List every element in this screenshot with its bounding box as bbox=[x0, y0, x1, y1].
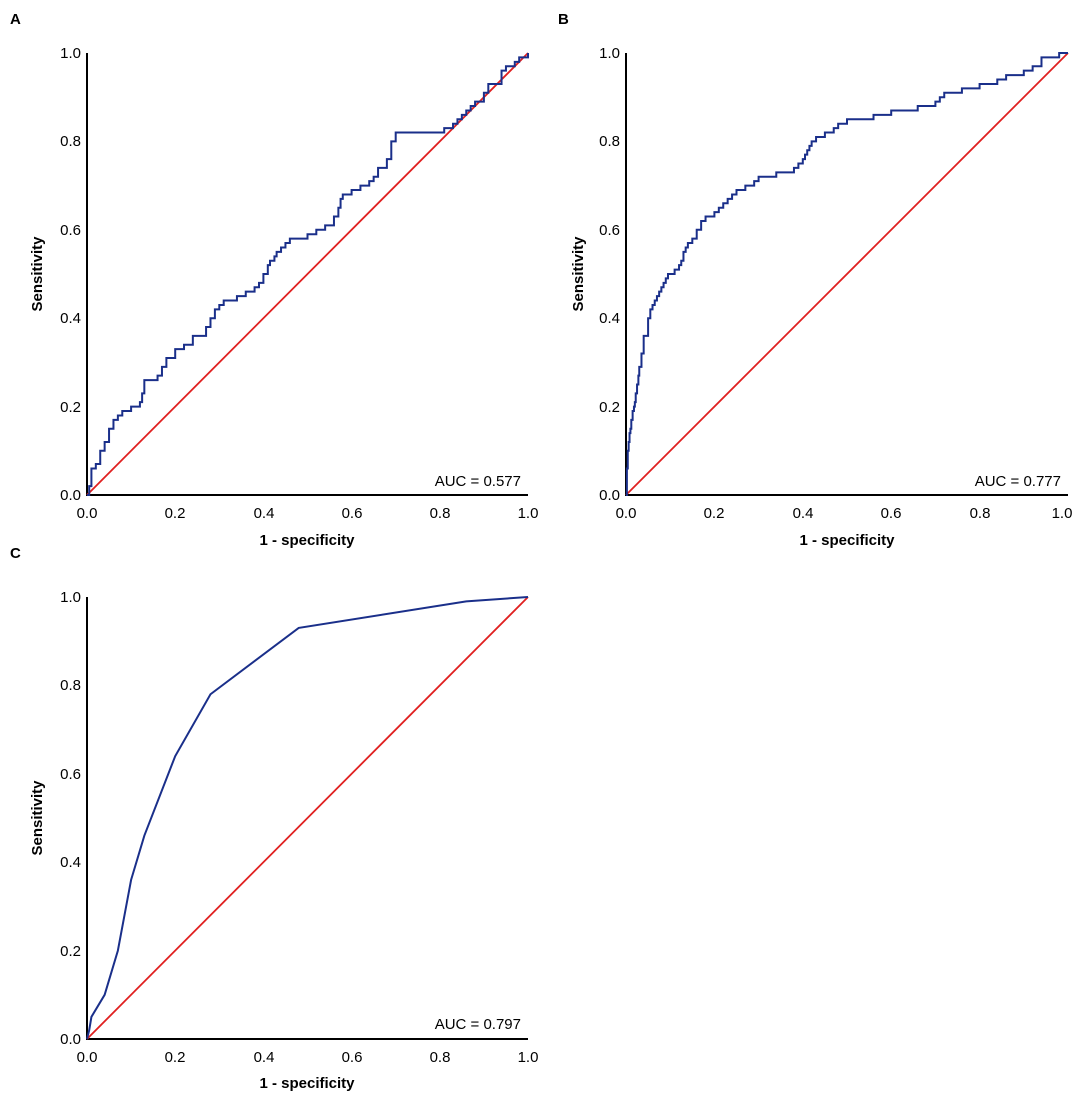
panel-b-xtick-1: 0.2 bbox=[704, 505, 725, 522]
panel-b-ytick-3: 0.6 bbox=[599, 222, 620, 239]
panel-c-ytick-4: 0.8 bbox=[60, 677, 81, 694]
panel-b-xtick-5: 1.0 bbox=[1052, 505, 1073, 522]
panel-a-auc-annotation: AUC = 0.577 bbox=[435, 473, 521, 490]
panel-a-ytick-3: 0.6 bbox=[60, 222, 81, 239]
panel-c-y-ticks: 0.0 0.2 0.4 0.6 0.8 1.0 bbox=[60, 589, 81, 1048]
panel-a-roc-curve bbox=[87, 53, 529, 496]
panel-c-x-axis-label: 1 - specificity bbox=[259, 1075, 355, 1092]
panel-b-axes bbox=[625, 53, 1068, 496]
panel-b-x-axis-label: 1 - specificity bbox=[799, 532, 895, 549]
panel-b-auc-annotation: AUC = 0.777 bbox=[975, 473, 1061, 490]
panel-letter-b: B bbox=[558, 11, 569, 28]
panel-a-ytick-1: 0.2 bbox=[60, 399, 81, 416]
panel-b-ytick-0: 0.0 bbox=[599, 487, 620, 504]
panel-c-xtick-3: 0.6 bbox=[342, 1049, 363, 1066]
panel-c-x-ticks: 0.0 0.2 0.4 0.6 0.8 1.0 bbox=[77, 1049, 539, 1066]
panel-c-ytick-3: 0.6 bbox=[60, 766, 81, 783]
panel-c-xtick-0: 0.0 bbox=[77, 1049, 98, 1066]
panel-c-reference-line bbox=[86, 596, 529, 1040]
panel-a-ytick-4: 0.8 bbox=[60, 133, 81, 150]
panel-b-xtick-3: 0.6 bbox=[881, 505, 902, 522]
panel-c-xtick-2: 0.4 bbox=[254, 1049, 275, 1066]
panel-a-xtick-3: 0.6 bbox=[342, 505, 363, 522]
panel-b-ytick-2: 0.4 bbox=[599, 310, 620, 327]
panel-b-ytick-4: 0.8 bbox=[599, 133, 620, 150]
panel-a-y-axis-label: Sensitivity bbox=[29, 236, 46, 312]
panel-a-xtick-4: 0.8 bbox=[430, 505, 451, 522]
panel-a-reference-line bbox=[86, 52, 529, 496]
panel-c-xtick-1: 0.2 bbox=[165, 1049, 186, 1066]
panel-a-xtick-1: 0.2 bbox=[165, 505, 186, 522]
panel-c-axes bbox=[86, 597, 528, 1040]
panel-a-ytick-5: 1.0 bbox=[60, 45, 81, 62]
panel-b-y-ticks: 0.0 0.2 0.4 0.6 0.8 1.0 bbox=[599, 45, 620, 504]
panel-b: B 0.0 0.2 0.4 0.6 0.8 1.0 0.0 0.2 0.4 0.… bbox=[558, 11, 1072, 549]
panel-c-auc-annotation: AUC = 0.797 bbox=[435, 1016, 521, 1033]
panel-b-roc-curve bbox=[625, 52, 1068, 496]
panel-b-reference-line bbox=[625, 52, 1069, 496]
panel-a-x-axis-label: 1 - specificity bbox=[259, 532, 355, 549]
panel-a-ytick-0: 0.0 bbox=[60, 487, 81, 504]
panel-a-xtick-2: 0.4 bbox=[254, 505, 275, 522]
panel-b-y-axis-label: Sensitivity bbox=[570, 236, 587, 312]
panel-a-ytick-2: 0.4 bbox=[60, 310, 81, 327]
panel-b-ytick-5: 1.0 bbox=[599, 45, 620, 62]
panel-a-xtick-0: 0.0 bbox=[77, 505, 98, 522]
panel-b-xtick-0: 0.0 bbox=[616, 505, 637, 522]
panel-c-ytick-0: 0.0 bbox=[60, 1031, 81, 1048]
panel-a: A 0.0 0.2 0.4 0.6 0.8 1.0 0.0 0.2 0.4 0.… bbox=[10, 11, 538, 549]
panel-a-x-ticks: 0.0 0.2 0.4 0.6 0.8 1.0 bbox=[77, 505, 539, 522]
panel-a-xtick-5: 1.0 bbox=[518, 505, 539, 522]
panel-c-roc-curve bbox=[86, 596, 529, 1040]
panel-c-ytick-2: 0.4 bbox=[60, 854, 81, 871]
panel-c-y-axis-label: Sensitivity bbox=[29, 780, 46, 856]
panel-c-xtick-4: 0.8 bbox=[430, 1049, 451, 1066]
panel-letter-c: C bbox=[10, 545, 21, 562]
panel-c-ytick-1: 0.2 bbox=[60, 943, 81, 960]
panel-a-y-ticks: 0.0 0.2 0.4 0.6 0.8 1.0 bbox=[60, 45, 81, 504]
panel-c-ytick-5: 1.0 bbox=[60, 589, 81, 606]
panel-letter-a: A bbox=[10, 11, 21, 28]
panel-b-xtick-4: 0.8 bbox=[970, 505, 991, 522]
panel-b-x-ticks: 0.0 0.2 0.4 0.6 0.8 1.0 bbox=[616, 505, 1073, 522]
panel-a-axes bbox=[86, 53, 528, 496]
panel-c: C 0.0 0.2 0.4 0.6 0.8 1.0 0.0 0.2 0.4 0.… bbox=[10, 545, 538, 1092]
panel-b-xtick-2: 0.4 bbox=[793, 505, 814, 522]
panel-c-xtick-5: 1.0 bbox=[518, 1049, 539, 1066]
panel-b-ytick-1: 0.2 bbox=[599, 399, 620, 416]
